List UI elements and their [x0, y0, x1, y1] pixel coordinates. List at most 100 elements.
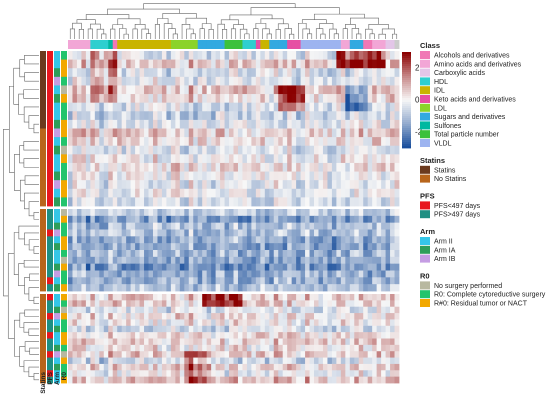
heatmap-cell — [287, 236, 293, 244]
heatmap-cell — [193, 284, 199, 292]
heatmap-cell — [76, 85, 82, 95]
heatmap-cell — [197, 300, 203, 308]
heatmap-cell — [237, 137, 243, 147]
heatmap-cell — [179, 306, 185, 314]
heatmap-cell — [90, 284, 96, 292]
row-annotation-cell — [54, 94, 60, 104]
heatmap-cell — [381, 363, 386, 371]
row-annotation-cell — [47, 363, 53, 371]
heatmap-cell — [269, 250, 275, 258]
heatmap-cell — [282, 197, 288, 207]
row-annotation-cell — [40, 363, 46, 371]
class-bar-cell — [331, 40, 337, 49]
heatmap-cell — [202, 338, 208, 346]
heatmap-cell — [85, 94, 91, 104]
heatmap-cell — [121, 145, 127, 155]
heatmap-cell — [188, 256, 194, 265]
heatmap-cell — [170, 145, 176, 155]
heatmap-cell — [269, 263, 275, 271]
heatmap-cell — [117, 197, 123, 207]
row-annotation-cell — [61, 357, 67, 365]
heatmap-cell — [363, 59, 369, 69]
class-bar-cell — [233, 40, 239, 49]
heatmap-cell — [372, 68, 378, 78]
dendrogram-branch — [289, 33, 295, 39]
heatmap-cell — [202, 76, 208, 86]
heatmap-cell — [90, 332, 96, 339]
heatmap-cell — [197, 370, 203, 378]
heatmap-cell — [112, 180, 118, 190]
heatmap-cell — [170, 300, 176, 308]
heatmap-cell — [354, 306, 360, 314]
row-annotation-cell — [47, 357, 53, 365]
heatmap-cell — [260, 294, 266, 301]
heatmap-cell — [184, 294, 190, 301]
dendrogram-branch — [229, 14, 273, 20]
heatmap-cell — [291, 222, 297, 230]
heatmap-cell — [358, 319, 364, 327]
heatmap-cell — [242, 188, 248, 198]
heatmap-cell — [99, 284, 105, 292]
row-annotation-cell — [47, 94, 53, 104]
heatmap-cell — [81, 102, 87, 112]
heatmap-cell — [376, 215, 382, 224]
heatmap-cell — [224, 332, 230, 339]
heatmap-cell — [152, 102, 158, 112]
heatmap-cell — [372, 344, 378, 352]
color-scale-swatch — [402, 66, 411, 69]
heatmap-cell — [318, 68, 324, 78]
heatmap-cell — [278, 370, 284, 378]
class-bar-cell — [354, 40, 360, 49]
heatmap-cell — [161, 300, 167, 308]
color-scale-tick-label: 2 — [415, 64, 420, 73]
heatmap-cell — [85, 102, 91, 112]
heatmap-cell — [358, 222, 364, 230]
heatmap-cell — [184, 137, 190, 147]
heatmap-cell — [170, 102, 176, 112]
dendrogram-branch — [253, 28, 259, 39]
heatmap-cell — [188, 197, 194, 207]
heatmap-cell — [179, 250, 185, 258]
heatmap-cell — [188, 215, 194, 224]
heatmap-cell — [85, 229, 91, 237]
heatmap-cell — [135, 145, 140, 155]
heatmap-cell — [103, 370, 109, 378]
heatmap-cell — [220, 250, 225, 258]
heatmap-cell — [76, 370, 82, 378]
heatmap-cell — [287, 154, 293, 164]
heatmap-cell — [68, 277, 73, 285]
heatmap-cell — [367, 85, 373, 95]
row-annotation-cell — [61, 351, 67, 358]
heatmap-cell — [246, 344, 252, 352]
heatmap-cell — [135, 180, 140, 190]
heatmap-cell — [72, 270, 78, 278]
heatmap-cell — [202, 243, 208, 251]
row-annotation-cell — [40, 357, 46, 365]
heatmap-cell — [255, 370, 261, 378]
heatmap-cell — [381, 51, 386, 61]
heatmap-cell — [331, 332, 337, 339]
dendrogram-branch — [13, 232, 19, 275]
color-scale-swatch — [402, 90, 411, 93]
heatmap-cell — [135, 270, 140, 278]
heatmap-cell — [175, 188, 181, 198]
heatmap-cell — [108, 209, 114, 217]
heatmap-cell — [255, 76, 261, 86]
heatmap-cell — [246, 102, 252, 112]
heatmap-cell — [94, 351, 100, 358]
heatmap-cell — [206, 154, 212, 164]
heatmap-cell — [175, 215, 181, 224]
heatmap-cell — [157, 338, 163, 346]
heatmap-cell — [99, 300, 105, 308]
heatmap-cell — [193, 197, 199, 207]
heatmap-cell — [376, 154, 382, 164]
heatmap-cell — [220, 236, 225, 244]
heatmap-cell — [103, 306, 109, 314]
heatmap-cell — [179, 222, 185, 230]
heatmap-cell — [309, 306, 315, 314]
heatmap-cell — [390, 325, 395, 333]
row-annotation-cell — [40, 68, 46, 78]
heatmap-cell — [126, 256, 132, 265]
heatmap-cell — [345, 76, 351, 86]
legend-swatch — [420, 77, 430, 86]
